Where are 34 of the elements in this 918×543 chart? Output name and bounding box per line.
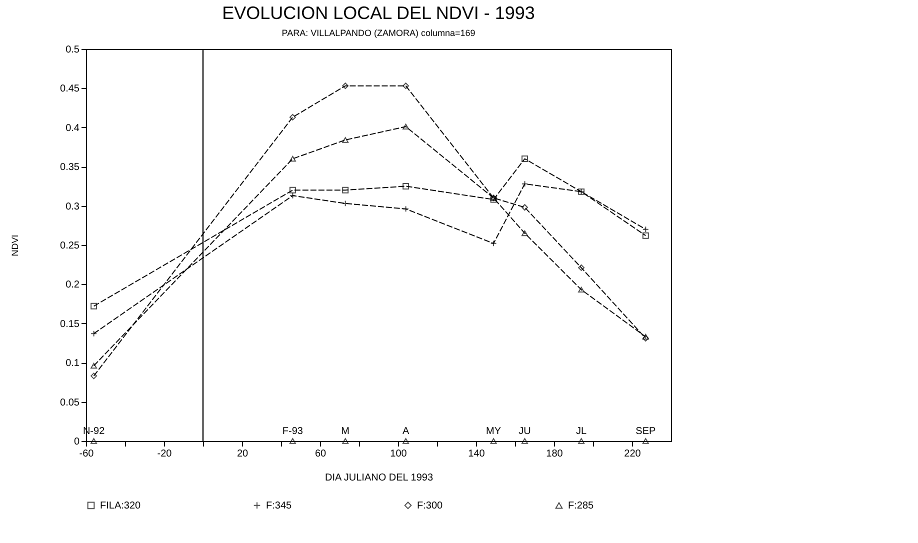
y-tick-label: 0.3 <box>66 201 80 212</box>
annotation: M <box>341 426 350 437</box>
y-tick-label: 0.35 <box>60 162 80 174</box>
y-tick-label: 0.4 <box>66 122 80 134</box>
chart-title: EVOLUCION LOCAL DEL NDVI - 1993 <box>222 3 535 23</box>
annotation: MY <box>486 426 502 437</box>
y-tick-label: 0.05 <box>60 397 80 408</box>
legend-label: F:285 <box>568 500 594 512</box>
y-tick-label: 0.2 <box>66 280 80 291</box>
x-tick-label: 140 <box>468 448 486 460</box>
y-tick-label: 0.1 <box>66 358 80 370</box>
annotation: JL <box>576 426 588 437</box>
legend-label: FILA:320 <box>100 500 142 512</box>
x-axis-title: DIA JULIANO DEL 1993 <box>324 472 434 484</box>
annotation: A <box>402 426 410 437</box>
x-tick-label: 60 <box>314 448 326 460</box>
x-tick-label: 180 <box>546 448 564 460</box>
x-tick-label: 20 <box>236 448 248 460</box>
y-tick-label: 0.25 <box>60 240 80 252</box>
x-tick-label: -60 <box>79 448 94 460</box>
y-tick-label: 0.5 <box>66 44 80 56</box>
legend-label: F:345 <box>266 500 292 512</box>
y-tick-label: 0.45 <box>60 84 80 95</box>
x-tick-label: -20 <box>157 448 172 460</box>
annotation: SEP <box>636 426 656 437</box>
y-tick-label: 0 <box>74 436 80 448</box>
x-tick-label: 100 <box>390 448 408 460</box>
chart-subtitle: PARA: VILLALPANDO (ZAMORA) columna=169 <box>282 28 476 38</box>
y-tick-label: 0.15 <box>60 318 80 330</box>
legend-label: F:300 <box>417 500 444 512</box>
annotation: JU <box>518 426 531 437</box>
x-tick-label: 220 <box>624 448 642 460</box>
annotation: F-93 <box>282 426 304 437</box>
y-axis-title: NDVI <box>10 234 20 256</box>
